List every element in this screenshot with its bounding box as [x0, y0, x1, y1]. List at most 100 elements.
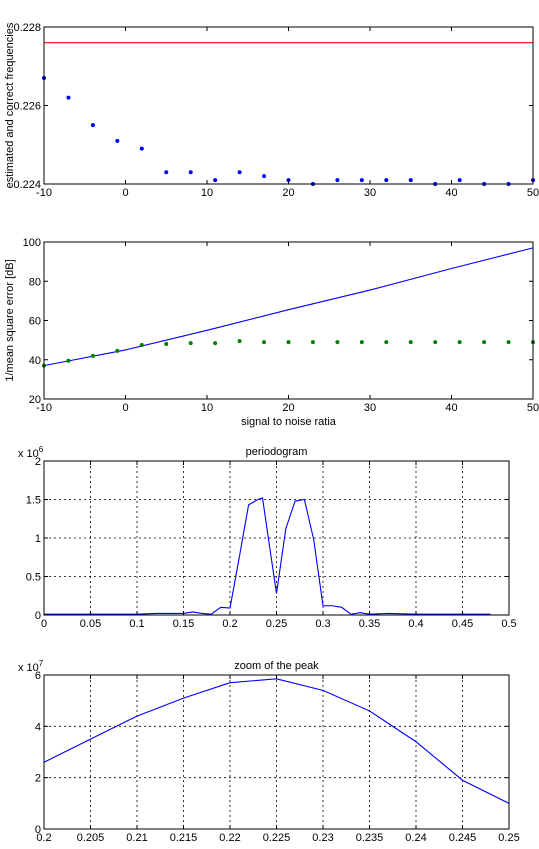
x-tick-label: 20: [282, 402, 294, 414]
data-point: [506, 340, 511, 345]
x-tick-label: 0.15: [173, 618, 194, 630]
plot-panel-4: [43, 674, 510, 830]
data-point: [90, 123, 95, 128]
series-line: [43, 247, 534, 367]
data-point: [359, 340, 364, 345]
x-tick-label: 0.2: [36, 832, 51, 844]
data-point: [457, 178, 462, 183]
data-point: [359, 178, 364, 183]
data-point: [457, 340, 462, 345]
x-tick-label: 0.25: [498, 832, 519, 844]
y-axis-exponent: x 106: [18, 445, 44, 460]
x-tick-label: 0.215: [170, 832, 198, 844]
x-tick-label: 0.4: [408, 618, 423, 630]
series-line: [44, 497, 491, 615]
data-point: [115, 138, 120, 143]
y-tick-label: 2: [35, 456, 41, 468]
data-point: [66, 95, 71, 100]
y-tick-label: 80: [29, 276, 41, 288]
y-tick-label: 0.224: [13, 179, 41, 191]
y-tick-label: 1: [35, 533, 41, 545]
y-tick-label: 0: [35, 610, 41, 622]
y-tick-label: 1.5: [26, 495, 41, 507]
x-tick-label: 0: [41, 618, 47, 630]
data-point: [237, 170, 242, 175]
y-tick-label: 6: [35, 670, 41, 682]
x-tick-label: 0.2: [222, 618, 237, 630]
data-point: [139, 146, 144, 151]
data-point: [139, 343, 144, 348]
x-tick-label: 0.3: [315, 618, 330, 630]
data-point: [408, 178, 413, 183]
y-tick-label: 100: [23, 237, 41, 249]
data-point: [335, 340, 340, 345]
y-tick-label: 0.5: [26, 572, 41, 584]
data-point: [335, 178, 340, 183]
plot-panel-3: [43, 460, 510, 616]
data-point: [384, 340, 389, 345]
x-tick-label: -10: [36, 402, 52, 414]
axes-box: [43, 26, 534, 185]
data-point: [482, 340, 487, 345]
y-tick-label: 0.228: [13, 22, 41, 34]
data-point: [408, 340, 413, 345]
x-tick-label: 0: [122, 187, 128, 199]
x-axis-label: signal to noise ratia: [241, 416, 337, 428]
x-tick-label: 30: [364, 402, 376, 414]
data-point: [115, 348, 120, 353]
x-tick-label: 0.21: [126, 832, 147, 844]
plot-panel-1: [42, 26, 535, 186]
data-point: [262, 340, 267, 345]
y-tick-label: 4: [35, 721, 41, 733]
x-tick-label: 50: [527, 402, 539, 414]
x-tick-label: 0.23: [312, 832, 333, 844]
x-tick-label: 0.22: [219, 832, 240, 844]
y-axis-label: 1/mean square error [dB]: [4, 259, 16, 381]
exponent-value: 6: [39, 445, 44, 454]
y-axis-exponent: x 107: [18, 659, 44, 674]
x-tick-label: 0.5: [501, 618, 516, 630]
data-point: [237, 339, 242, 344]
y-tick-label: 60: [29, 316, 41, 328]
x-tick-label: 0.205: [77, 832, 105, 844]
data-point: [213, 341, 218, 346]
x-tick-label: 30: [364, 187, 376, 199]
x-tick-label: 10: [201, 402, 213, 414]
x-tick-label: 0.24: [405, 832, 426, 844]
chart-title: zoom of the peak: [234, 660, 319, 672]
data-point: [433, 340, 438, 345]
y-tick-label: 40: [29, 355, 41, 367]
y-tick-label: 20: [29, 394, 41, 406]
y-axis-label: estimated and correct frequencies: [4, 22, 16, 188]
x-tick-label: -10: [36, 187, 52, 199]
data-point: [66, 358, 71, 363]
x-tick-label: 0.25: [266, 618, 287, 630]
data-point: [164, 342, 169, 347]
x-tick-label: 0.45: [452, 618, 473, 630]
data-point: [188, 341, 193, 346]
axes-box: [43, 241, 534, 400]
y-tick-label: 0: [35, 824, 41, 836]
x-tick-label: 0.225: [263, 832, 291, 844]
plot-panel-2: [42, 241, 535, 400]
x-tick-label: 40: [445, 402, 457, 414]
x-tick-label: 0.05: [80, 618, 101, 630]
x-tick-label: 10: [201, 187, 213, 199]
data-point: [90, 353, 95, 358]
data-point: [262, 174, 267, 179]
y-tick-label: 2: [35, 773, 41, 785]
data-point: [164, 170, 169, 175]
exponent-value: 7: [39, 659, 44, 668]
x-tick-label: 0.35: [359, 618, 380, 630]
x-tick-label: 40: [445, 187, 457, 199]
y-tick-label: 0.226: [13, 101, 41, 113]
x-tick-label: 0.1: [129, 618, 144, 630]
x-tick-label: 20: [282, 187, 294, 199]
data-point: [310, 340, 315, 345]
x-tick-label: 0.235: [356, 832, 384, 844]
chart-title: periodogram: [246, 446, 308, 458]
data-point: [286, 340, 291, 345]
x-tick-label: 0.245: [449, 832, 477, 844]
data-point: [384, 178, 389, 183]
